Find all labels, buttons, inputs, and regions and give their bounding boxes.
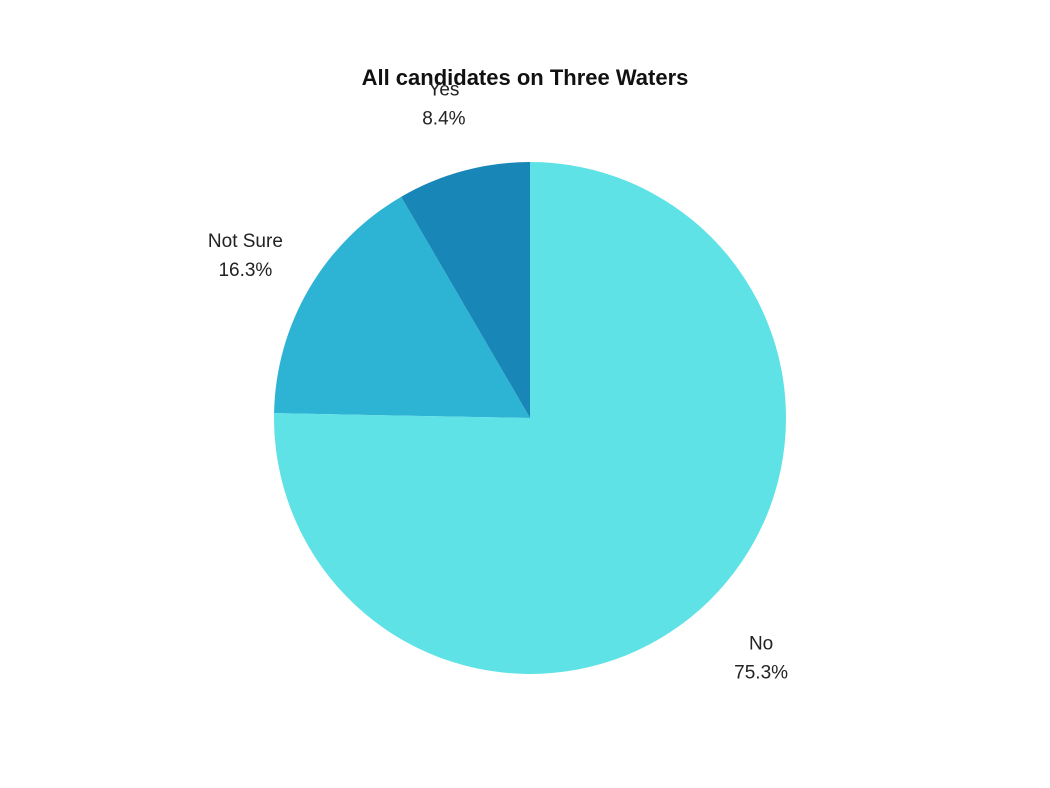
pie-slice-no	[274, 161, 787, 674]
slice-label-no: No	[749, 634, 773, 655]
chart-title: All candidates on Three Waters	[362, 65, 689, 90]
pie-slice-not-sure	[274, 196, 530, 418]
pie-slices	[274, 161, 787, 674]
slice-value-yes: 8.4%	[422, 108, 465, 129]
slice-label-yes: Yes	[428, 79, 459, 100]
pie-slice-yes	[401, 162, 530, 418]
slice-label-not-sure: Not Sure	[208, 231, 283, 252]
pie-labels: Yes 8.4% Not Sure 16.3% No 75.3%	[208, 79, 788, 683]
slice-value-no: 75.3%	[734, 663, 788, 684]
slice-value-not-sure: 16.3%	[218, 260, 272, 281]
